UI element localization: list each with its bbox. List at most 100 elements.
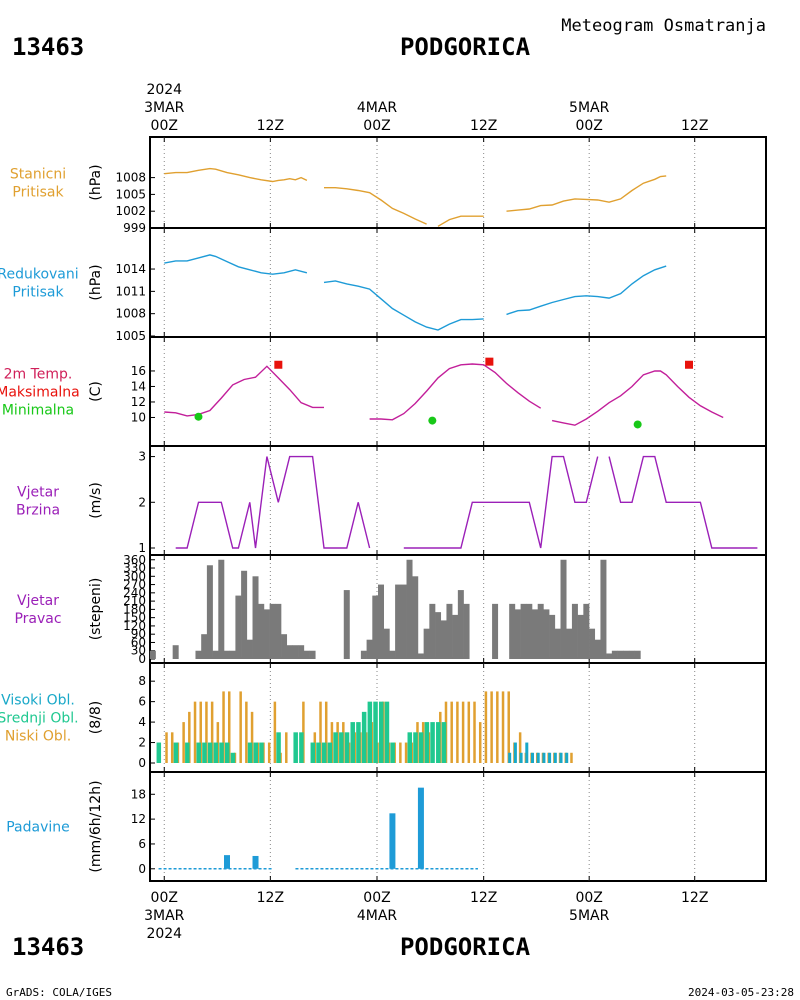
y-axis-label: (m/s) xyxy=(88,482,104,519)
panels: 100810051002999(hPa)StanicniPritisak1014… xyxy=(0,136,767,882)
cloud-bar xyxy=(373,701,378,763)
wind-dir-bar xyxy=(492,603,499,659)
y-tick-label: 270 xyxy=(123,578,146,592)
bottom-day-label: 3MAR xyxy=(144,908,185,924)
cloud-bar xyxy=(553,752,557,763)
cloud-bar xyxy=(450,701,453,763)
bottom-hour-label: 12Z xyxy=(257,890,284,906)
wind-dir-bar xyxy=(554,628,561,659)
min-temp-marker xyxy=(633,420,642,429)
cloud-bar xyxy=(165,732,168,763)
cloud-bar xyxy=(225,742,230,763)
station-id-bottom: 13463 xyxy=(12,933,84,961)
y-tick-label: 0 xyxy=(138,756,146,770)
panel-precipitation: 18 12 6 0 (mm/6h/12h) Padavine xyxy=(6,771,767,882)
wind-dir-bar xyxy=(149,650,156,659)
panel-reduced_pressure: 1014 1011 1008 1005 (hPa) Redukovani Pritisak xyxy=(0,227,767,343)
cloud-bar xyxy=(173,742,179,763)
wind-dir-bar xyxy=(400,584,407,659)
y-tick-label: 180 xyxy=(123,602,146,616)
panel-label: Niski Obl. xyxy=(5,729,71,745)
series-line xyxy=(164,254,308,275)
wind-dir-bar xyxy=(195,650,202,659)
cloud-bar xyxy=(339,732,344,763)
cloud-bar xyxy=(542,752,546,763)
y-tick-label: 1008 xyxy=(115,307,146,321)
wind-dir-bar xyxy=(509,603,516,659)
cloud-bar xyxy=(565,752,569,763)
panel-label: Padavine xyxy=(6,820,70,836)
series-line xyxy=(323,280,484,331)
cloud-bar xyxy=(384,701,390,763)
cloud-bar xyxy=(518,732,522,763)
top-hour-label: 00Z xyxy=(575,118,602,134)
bottom-time-axis: 00Z 3MAR 2024 12Z 00Z 4MAR 12Z 00Z 5MAR 12Z xyxy=(144,890,708,942)
cloud-bar xyxy=(508,752,512,763)
wind-dir-bar xyxy=(263,609,270,659)
panel-cloud_cover: 8 6 4 2 0 (8/8) Visoki Obl. Srednji Obl. Niski O… xyxy=(0,662,767,773)
y-axis-label: (C) xyxy=(88,381,104,402)
cloud-bar xyxy=(293,732,298,763)
cloud-bar xyxy=(333,732,338,763)
cloud-bar xyxy=(548,752,552,763)
min-temp-marker xyxy=(428,416,437,425)
wind-dir-bar xyxy=(606,653,613,659)
cloud-bar xyxy=(531,752,534,763)
y-tick-label: 210 xyxy=(123,594,146,608)
wind-dir-bar xyxy=(514,609,521,659)
y-tick-label: 6 xyxy=(138,695,146,709)
cloud-bar xyxy=(344,732,350,763)
cloud-bar xyxy=(193,701,197,763)
wind-dir-bar xyxy=(417,653,424,659)
wind-dir-bar xyxy=(229,650,236,659)
cloud-bar xyxy=(216,722,220,763)
cloud-bar xyxy=(276,732,281,763)
y-tick-label: 999 xyxy=(123,221,146,235)
cloud-bar xyxy=(330,722,334,763)
cloud-bar xyxy=(424,722,430,763)
series-line xyxy=(506,265,667,316)
series-line xyxy=(324,186,427,225)
y-tick-label: 1011 xyxy=(115,284,146,298)
y-tick-label: 10 xyxy=(131,410,146,424)
cloud-bar xyxy=(436,722,441,763)
bottom-hour-label: 12Z xyxy=(470,890,497,906)
min-temp-marker xyxy=(194,412,203,421)
wind-dir-bar xyxy=(269,603,276,659)
wind-dir-bar xyxy=(206,565,213,659)
panel-label: Redukovani xyxy=(0,267,79,283)
cloud-bar xyxy=(273,701,277,763)
wind-dir-bar xyxy=(252,576,259,659)
top-hour-label: 00Z xyxy=(363,118,390,134)
bottom-day-label: 5MAR xyxy=(569,908,610,924)
wind-dir-bar xyxy=(292,645,299,659)
cloud-bar xyxy=(196,742,201,763)
top-day-label: 3MAR xyxy=(144,100,185,116)
wind-dir-bar xyxy=(303,650,310,659)
y-tick-label: 1005 xyxy=(115,329,146,343)
y-tick-label: 2 xyxy=(138,495,146,509)
panel-label: Stanicni xyxy=(10,167,66,183)
panel-label: Pravac xyxy=(14,611,61,627)
wind-dir-bar xyxy=(600,559,607,659)
series-line xyxy=(551,370,724,426)
max-temp-marker xyxy=(485,357,494,366)
cloud-bar xyxy=(185,742,190,763)
cloud-bar xyxy=(501,691,505,763)
cloud-bar xyxy=(188,711,191,763)
footer-credit: GrADS: COLA/IGES xyxy=(6,986,112,999)
panel-label: Pritisak xyxy=(12,185,64,201)
cloud-bar xyxy=(430,722,435,763)
y-tick-label: 0 xyxy=(138,652,146,666)
bottom-hour-label: 00Z xyxy=(363,890,390,906)
cloud-bar xyxy=(467,701,471,763)
panel-wind_direction: 3603303002702402101801501209060300(stepe… xyxy=(14,553,767,666)
series-line xyxy=(403,455,599,549)
precip-bar xyxy=(389,813,396,869)
panel-label: Minimalna xyxy=(2,403,74,419)
precip-bar xyxy=(417,787,424,869)
cloud-bar xyxy=(478,722,482,763)
cloud-bar xyxy=(413,732,418,763)
top-hour-label: 12Z xyxy=(257,118,284,134)
precip-bar xyxy=(252,855,259,869)
